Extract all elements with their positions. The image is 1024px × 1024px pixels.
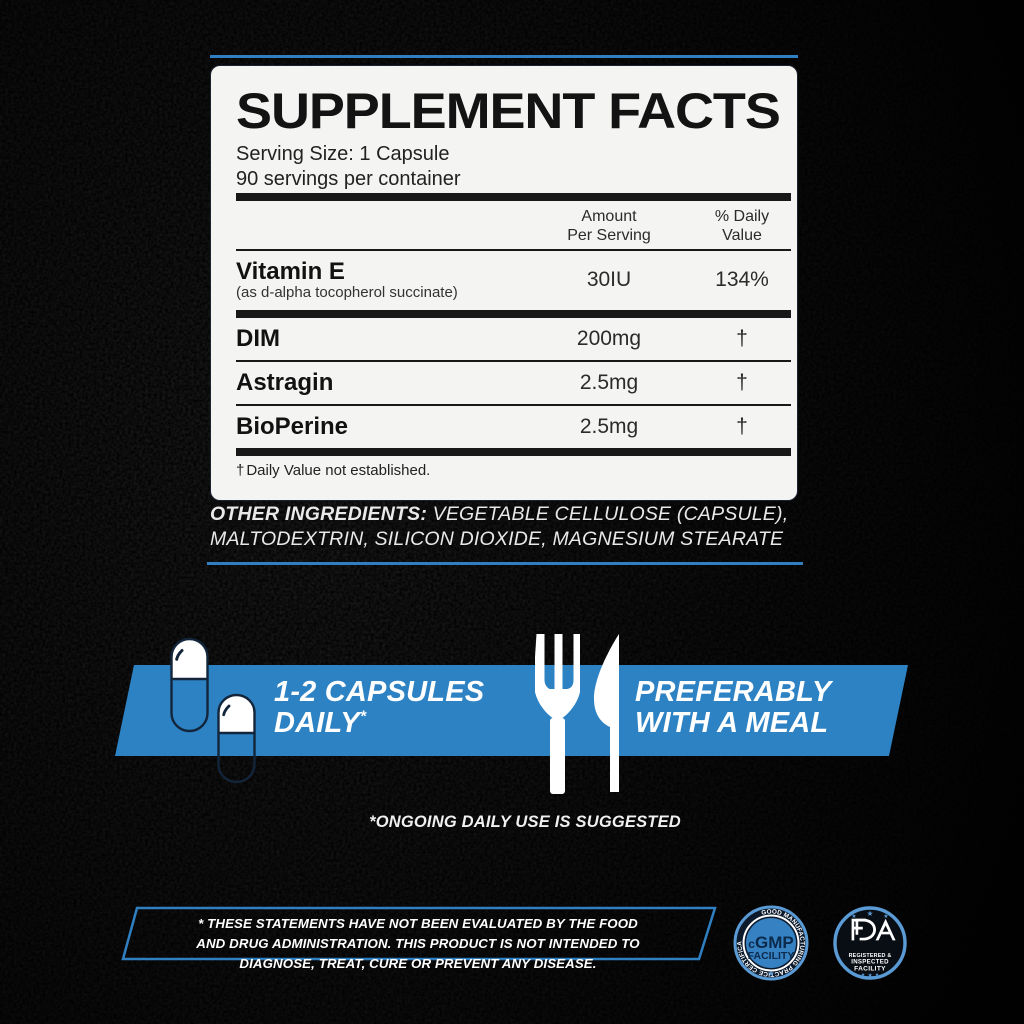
svg-text:★: ★ bbox=[767, 969, 774, 978]
svg-text:INSPECTED: INSPECTED bbox=[851, 959, 889, 966]
svg-text:★: ★ bbox=[868, 973, 873, 979]
svg-text:★: ★ bbox=[867, 909, 874, 918]
svg-text:FACILITY: FACILITY bbox=[748, 950, 795, 962]
svg-text:FACILITY: FACILITY bbox=[854, 966, 886, 973]
svg-text:★: ★ bbox=[883, 913, 888, 920]
